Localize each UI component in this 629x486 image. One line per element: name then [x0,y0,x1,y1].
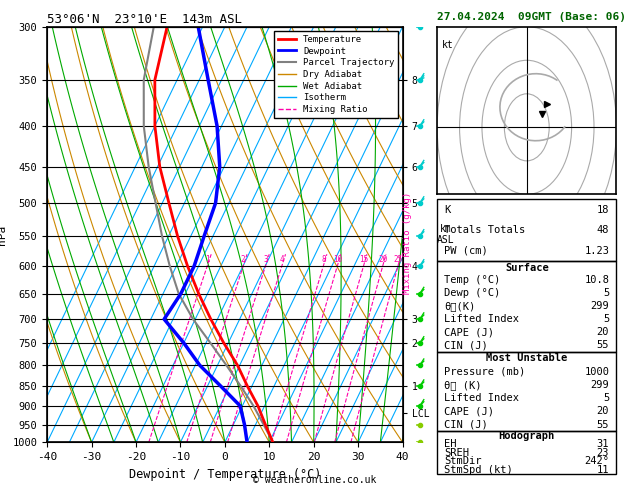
Text: CIN (J): CIN (J) [444,419,488,430]
Bar [437,352,616,431]
Text: 20: 20 [597,327,610,337]
Text: 10.8: 10.8 [584,276,610,285]
Text: StmSpd (kt): StmSpd (kt) [444,465,513,475]
Y-axis label: hPa: hPa [0,225,7,244]
Text: θᴇ(K): θᴇ(K) [444,301,476,312]
Text: 55: 55 [597,340,610,350]
Y-axis label: km
ASL: km ASL [437,224,455,245]
Text: 4: 4 [279,255,284,264]
Text: SREH: SREH [444,448,469,458]
Text: CIN (J): CIN (J) [444,340,488,350]
Text: Lifted Index: Lifted Index [444,393,520,403]
Text: 31: 31 [597,439,610,449]
Text: CAPE (J): CAPE (J) [444,406,494,417]
Text: Totals Totals: Totals Totals [444,225,526,235]
Text: EH: EH [444,439,457,449]
Text: K: K [444,205,450,214]
Text: 5: 5 [603,288,610,298]
Text: 18: 18 [597,205,610,214]
Text: Pressure (mb): Pressure (mb) [444,366,526,377]
Bar [437,261,616,352]
Text: 2: 2 [241,255,245,264]
Bar [437,431,616,474]
Text: Temp (°C): Temp (°C) [444,276,501,285]
Text: Most Unstable: Most Unstable [486,353,567,364]
Text: 5: 5 [603,314,610,324]
Text: Mixing Ratio (g/kg): Mixing Ratio (g/kg) [403,192,412,294]
Text: Dewp (°C): Dewp (°C) [444,288,501,298]
Text: © weatheronline.co.uk: © weatheronline.co.uk [253,475,376,485]
Text: 1000: 1000 [584,366,610,377]
Text: 10: 10 [333,255,342,264]
Text: 1.23: 1.23 [584,246,610,256]
Text: 5: 5 [603,393,610,403]
Bar [437,199,616,261]
Text: 25: 25 [393,255,403,264]
Text: Surface: Surface [505,262,548,273]
Text: 299: 299 [591,380,610,390]
Text: θᴇ (K): θᴇ (K) [444,380,482,390]
Text: StmDir: StmDir [444,456,482,466]
Text: 55: 55 [597,419,610,430]
Text: 48: 48 [597,225,610,235]
Text: 15: 15 [359,255,368,264]
Text: 3: 3 [263,255,268,264]
Text: 242°: 242° [584,456,610,466]
Text: 20: 20 [378,255,387,264]
Legend: Temperature, Dewpoint, Parcel Trajectory, Dry Adiabat, Wet Adiabat, Isotherm, Mi: Temperature, Dewpoint, Parcel Trajectory… [274,31,398,118]
Text: 1: 1 [205,255,209,264]
Text: Lifted Index: Lifted Index [444,314,520,324]
Text: PW (cm): PW (cm) [444,246,488,256]
Text: 8: 8 [321,255,326,264]
Text: 11: 11 [597,465,610,475]
Text: 20: 20 [597,406,610,417]
Text: CAPE (J): CAPE (J) [444,327,494,337]
Text: 299: 299 [591,301,610,312]
Text: 27.04.2024  09GMT (Base: 06): 27.04.2024 09GMT (Base: 06) [437,12,626,22]
Text: Hodograph: Hodograph [499,431,555,440]
Text: 53°06'N  23°10'E  143m ASL: 53°06'N 23°10'E 143m ASL [47,13,242,26]
Text: 23: 23 [597,448,610,458]
X-axis label: Dewpoint / Temperature (°C): Dewpoint / Temperature (°C) [129,468,321,481]
Text: kt: kt [442,40,454,50]
